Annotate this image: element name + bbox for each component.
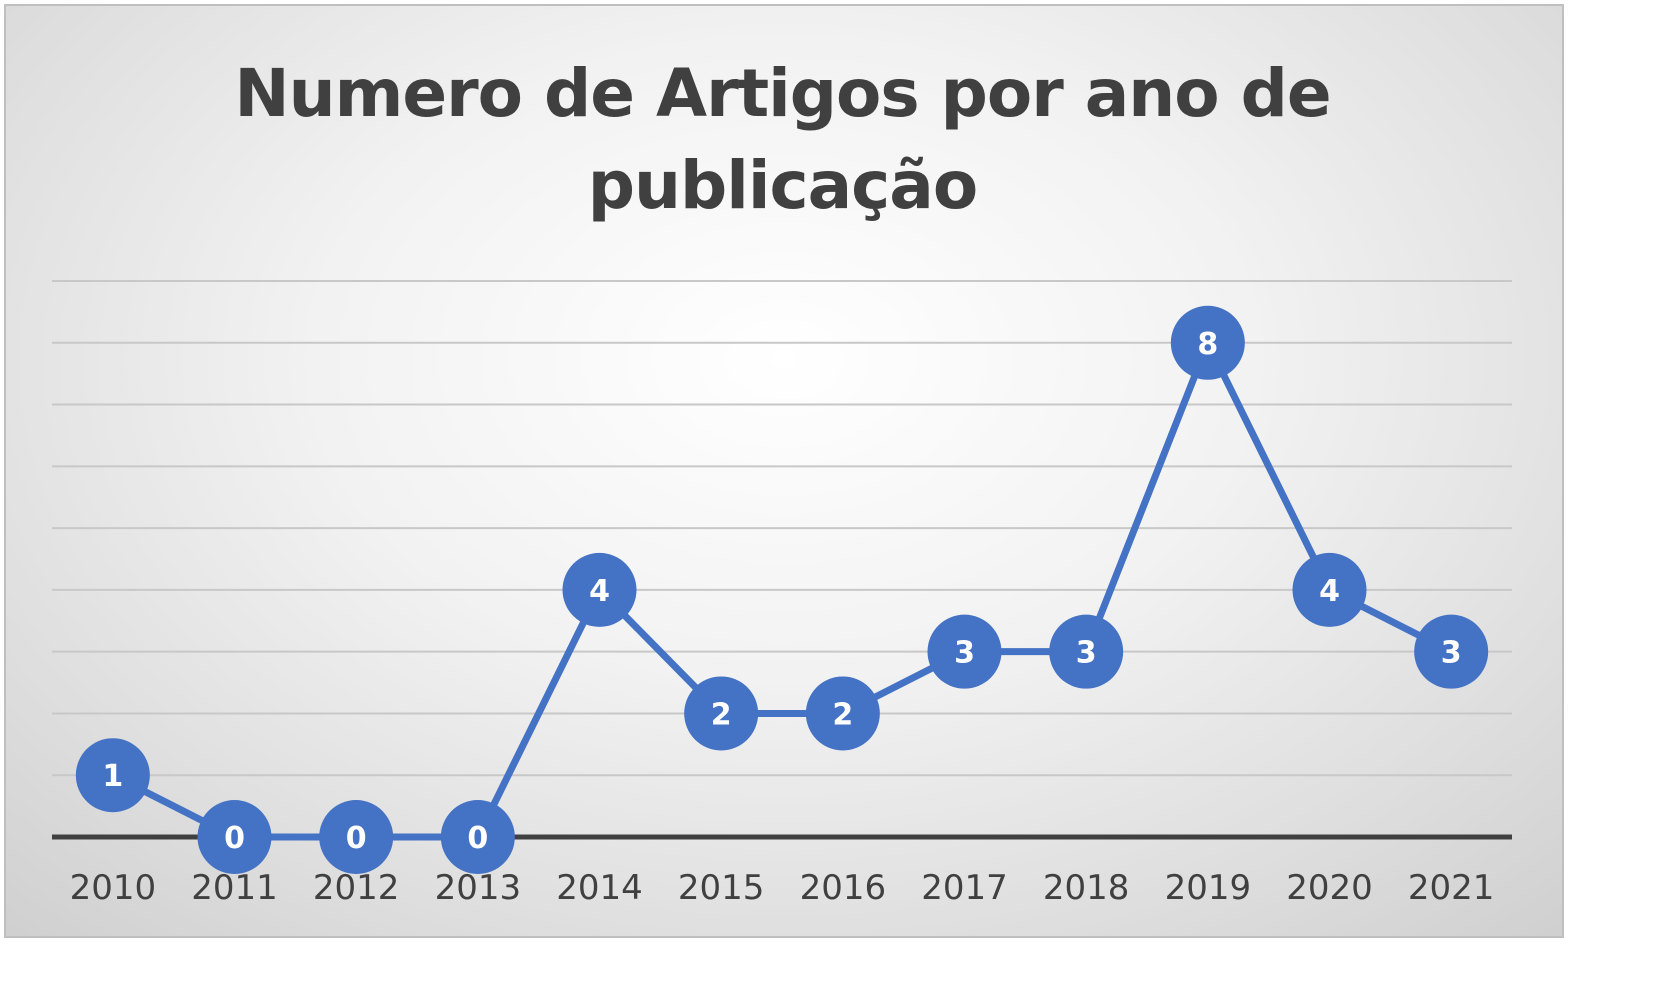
data-point: 2 bbox=[684, 676, 759, 751]
data-point: 1 bbox=[75, 738, 150, 813]
x-tick-label: 2011 bbox=[191, 868, 278, 908]
data-marker bbox=[805, 676, 880, 751]
data-label: 4 bbox=[1319, 574, 1340, 609]
x-tick-label: 2017 bbox=[921, 868, 1008, 908]
x-tick-label: 2020 bbox=[1286, 868, 1373, 908]
data-label: 2 bbox=[832, 697, 853, 732]
x-tick-label: 2021 bbox=[1408, 868, 1495, 908]
data-point: 3 bbox=[1049, 614, 1124, 689]
data-label: 0 bbox=[224, 821, 245, 856]
x-tick-label: 2010 bbox=[70, 868, 157, 908]
data-point: 0 bbox=[440, 800, 515, 874]
data-marker bbox=[684, 676, 759, 751]
data-label: 3 bbox=[1076, 636, 1097, 671]
data-point: 0 bbox=[197, 800, 272, 874]
data-label: 0 bbox=[346, 821, 367, 856]
data-label: 3 bbox=[954, 636, 975, 671]
data-point: 8 bbox=[1170, 305, 1245, 380]
data-marker bbox=[319, 800, 394, 874]
chart-title: Numero de Artigos por ano de publicação bbox=[234, 55, 1331, 224]
x-tick-label: 2013 bbox=[435, 868, 522, 908]
markers-group: 1 0 0 0 4 2 2 3 3 8 4 3 bbox=[75, 305, 1489, 874]
x-tick-label: 2016 bbox=[800, 868, 887, 908]
data-marker bbox=[75, 738, 150, 813]
data-label: 1 bbox=[102, 759, 123, 794]
data-point: 3 bbox=[927, 614, 1002, 689]
x-tick-label: 2018 bbox=[1043, 868, 1130, 908]
data-marker bbox=[440, 800, 515, 874]
data-label: 4 bbox=[589, 574, 610, 609]
data-marker bbox=[1292, 552, 1367, 627]
data-label: 3 bbox=[1441, 636, 1462, 671]
gridlines bbox=[52, 280, 1512, 777]
x-tick-label: 2015 bbox=[678, 868, 765, 908]
data-marker bbox=[927, 614, 1002, 689]
data-label: 8 bbox=[1197, 327, 1218, 362]
data-marker bbox=[197, 800, 272, 874]
x-tick-label: 2012 bbox=[313, 868, 400, 908]
data-marker bbox=[562, 552, 637, 627]
x-tick-label: 2014 bbox=[556, 868, 643, 908]
x-tick-label: 2019 bbox=[1165, 868, 1252, 908]
x-tick-labels: 2010 2011 2012 2013 2014 2015 2016 2017 2018 2019… bbox=[70, 868, 1495, 908]
chart-frame bbox=[4, 4, 1564, 938]
data-point: 4 bbox=[562, 552, 637, 627]
data-point: 0 bbox=[319, 800, 394, 874]
data-point: 3 bbox=[1414, 614, 1489, 689]
data-point: 4 bbox=[1292, 552, 1367, 627]
data-label: 0 bbox=[467, 821, 488, 856]
data-point: 2 bbox=[805, 676, 880, 751]
data-marker bbox=[1049, 614, 1124, 689]
data-label: 2 bbox=[711, 697, 732, 732]
data-marker bbox=[1414, 614, 1489, 689]
data-marker bbox=[1170, 305, 1245, 380]
